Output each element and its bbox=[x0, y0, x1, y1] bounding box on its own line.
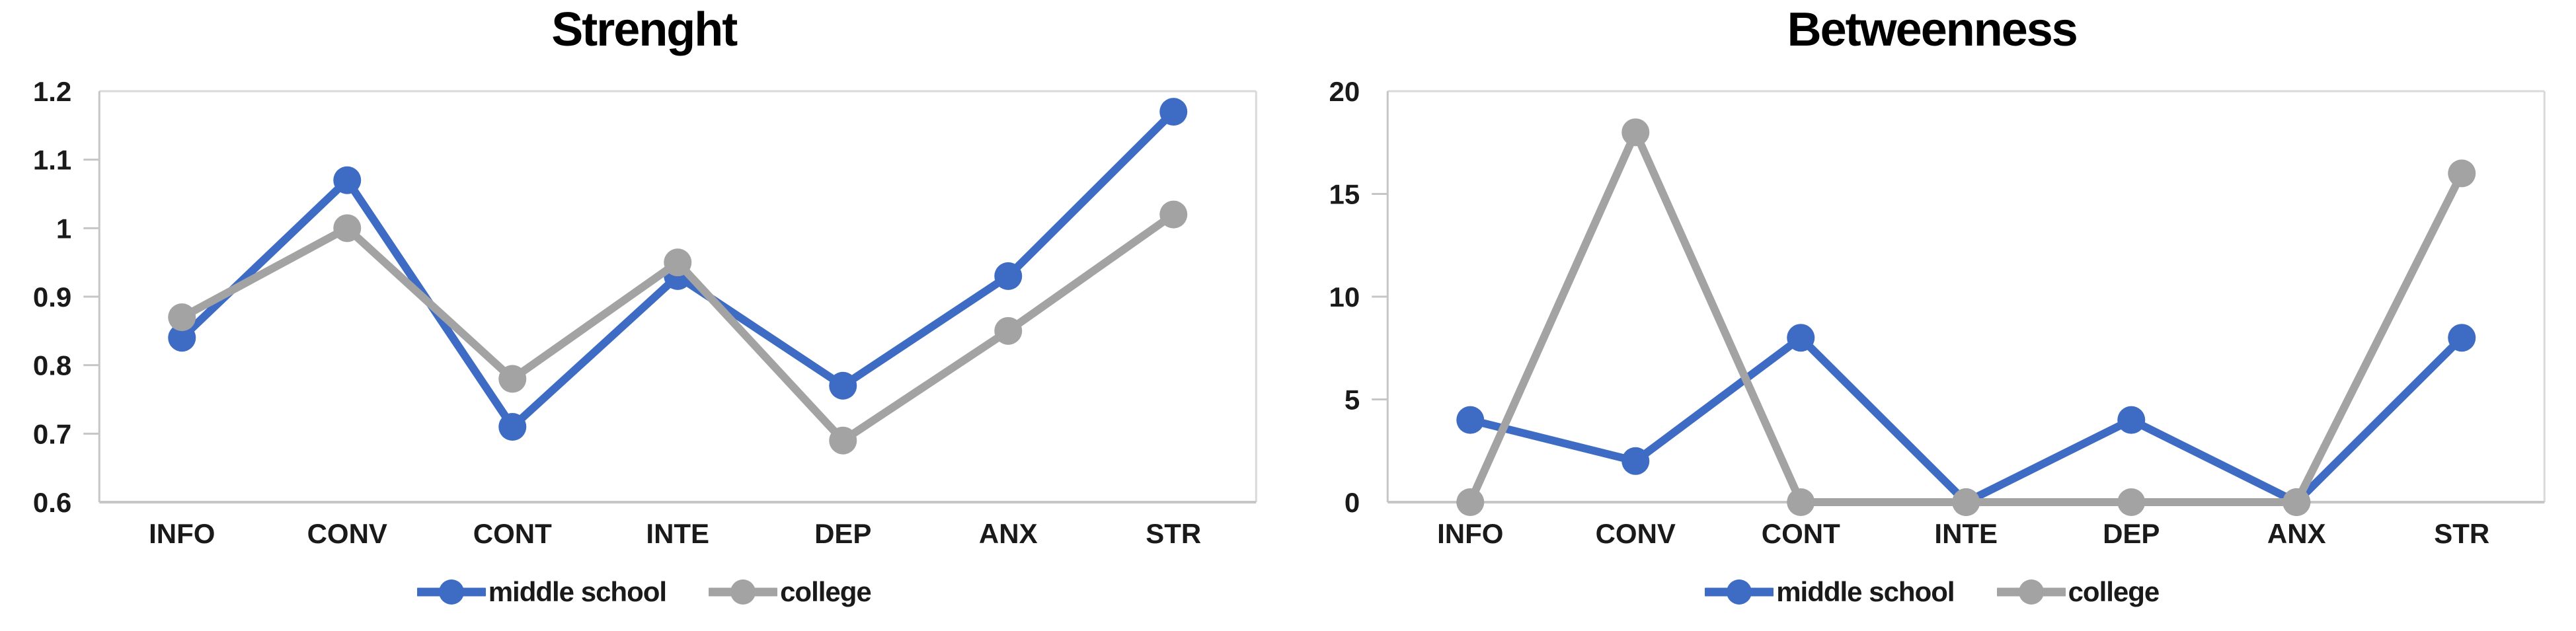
y-tick-label: 0 bbox=[1344, 487, 1359, 518]
betweenness-line-plot: 0 5 10 15 20 INFO CONV CONT INTE DEP ANX STR bbox=[1329, 76, 2546, 549]
x-category-label: CONT bbox=[1761, 518, 1840, 549]
x-category-label: INFO bbox=[1437, 518, 1503, 549]
data-point-marker-college bbox=[829, 426, 857, 455]
data-point-marker-college bbox=[2282, 488, 2310, 516]
x-category-label: DEP bbox=[814, 518, 871, 549]
data-point-marker-college bbox=[994, 316, 1023, 345]
data-point-marker-middle-school bbox=[168, 324, 196, 352]
legend-label: college bbox=[780, 576, 872, 607]
data-point-marker-college bbox=[664, 248, 692, 277]
strength-line-plot: 0.6 0.7 0.8 0.9 1 1.1 1.2 INFO CONV CONT INTE DEP AN… bbox=[33, 76, 1257, 549]
legend-item-college: college bbox=[709, 576, 872, 608]
y-tick-label: 10 bbox=[1329, 281, 1360, 313]
line-marker-icon bbox=[1705, 579, 1774, 605]
data-point-marker-middle-school bbox=[1786, 324, 1815, 352]
chart-title-strength: Strenght bbox=[551, 3, 738, 56]
data-point-marker-college bbox=[333, 214, 362, 242]
series-line-college bbox=[178, 210, 1178, 445]
data-point-marker-college bbox=[2447, 159, 2476, 188]
data-point-marker-college bbox=[1159, 200, 1188, 229]
x-category-label: DEP bbox=[2103, 518, 2160, 549]
line-marker-icon bbox=[1996, 579, 2066, 605]
legend-dot bbox=[2018, 579, 2044, 605]
legend-betweenness: middle school college bbox=[1288, 576, 2576, 608]
data-point-marker-middle-school bbox=[2447, 324, 2476, 352]
chart-title-betweenness: Betweenness bbox=[1787, 3, 2078, 56]
y-tick-label: 15 bbox=[1329, 179, 1360, 210]
data-point-marker-college bbox=[1786, 488, 1815, 516]
x-category-label: INTE bbox=[646, 518, 709, 549]
x-category-label: STR bbox=[2434, 518, 2489, 549]
legend-label: middle school bbox=[488, 576, 667, 607]
x-category-label: STR bbox=[1146, 518, 1201, 549]
x-category-label: ANX bbox=[2267, 518, 2325, 549]
x-category-label: INTE bbox=[1934, 518, 1998, 549]
line-marker-icon bbox=[416, 579, 486, 605]
data-point-marker-college bbox=[1456, 488, 1484, 516]
line-marker-icon bbox=[709, 579, 778, 605]
x-category-label: ANX bbox=[979, 518, 1038, 549]
legend-dot bbox=[1727, 579, 1752, 605]
y-tick-label: 0.7 bbox=[33, 418, 71, 449]
y-tick-label: 1.2 bbox=[33, 76, 71, 107]
data-point-marker-middle-school bbox=[498, 412, 527, 441]
x-category-label: CONT bbox=[473, 518, 552, 549]
data-point-marker-middle-school bbox=[1621, 447, 1649, 475]
legend-strength: middle school college bbox=[0, 576, 1288, 608]
x-category-label: CONV bbox=[307, 518, 387, 549]
data-point-marker-middle-school bbox=[1456, 406, 1484, 434]
y-tick-label: 5 bbox=[1344, 385, 1359, 416]
x-category-label: INFO bbox=[149, 518, 215, 549]
data-point-marker-college bbox=[1951, 488, 1980, 516]
legend-dot bbox=[730, 579, 756, 605]
y-tick-label: 1.1 bbox=[33, 145, 71, 176]
legend-item-middle-school: middle school bbox=[416, 576, 667, 608]
data-point-marker-middle-school bbox=[333, 166, 362, 194]
y-tick-label: 20 bbox=[1329, 76, 1360, 107]
data-point-marker-college bbox=[1621, 118, 1649, 147]
chart-betweenness: Betweenness 0 5 10 15 20 INFO CONV CONT INTE DEP A… bbox=[1288, 0, 2576, 631]
series-line-college bbox=[1465, 128, 2466, 506]
data-point-marker-college bbox=[168, 303, 196, 332]
legend-item-college: college bbox=[1996, 576, 2160, 608]
x-category-label: CONV bbox=[1595, 518, 1675, 549]
legend-label: college bbox=[2068, 576, 2160, 607]
data-point-marker-middle-school bbox=[2117, 406, 2145, 434]
legend-item-middle-school: middle school bbox=[1705, 576, 1955, 608]
legend-label: middle school bbox=[1776, 576, 1955, 607]
data-point-marker-middle-school bbox=[829, 371, 857, 400]
data-point-marker-middle-school bbox=[1159, 98, 1188, 126]
data-point-marker-college bbox=[2117, 488, 2145, 516]
data-point-marker-middle-school bbox=[994, 262, 1023, 290]
chart-strength: Strenght 0.6 0.7 0.8 0.9 1 1.1 1.2 INFO CONV CONT… bbox=[0, 3, 1288, 608]
legend-dot bbox=[438, 579, 464, 605]
y-tick-label: 0.9 bbox=[33, 281, 71, 313]
y-tick-label: 0.6 bbox=[33, 487, 71, 518]
data-point-marker-college bbox=[498, 365, 527, 393]
y-tick-label: 0.8 bbox=[33, 350, 71, 381]
y-tick-label: 1 bbox=[56, 213, 71, 244]
